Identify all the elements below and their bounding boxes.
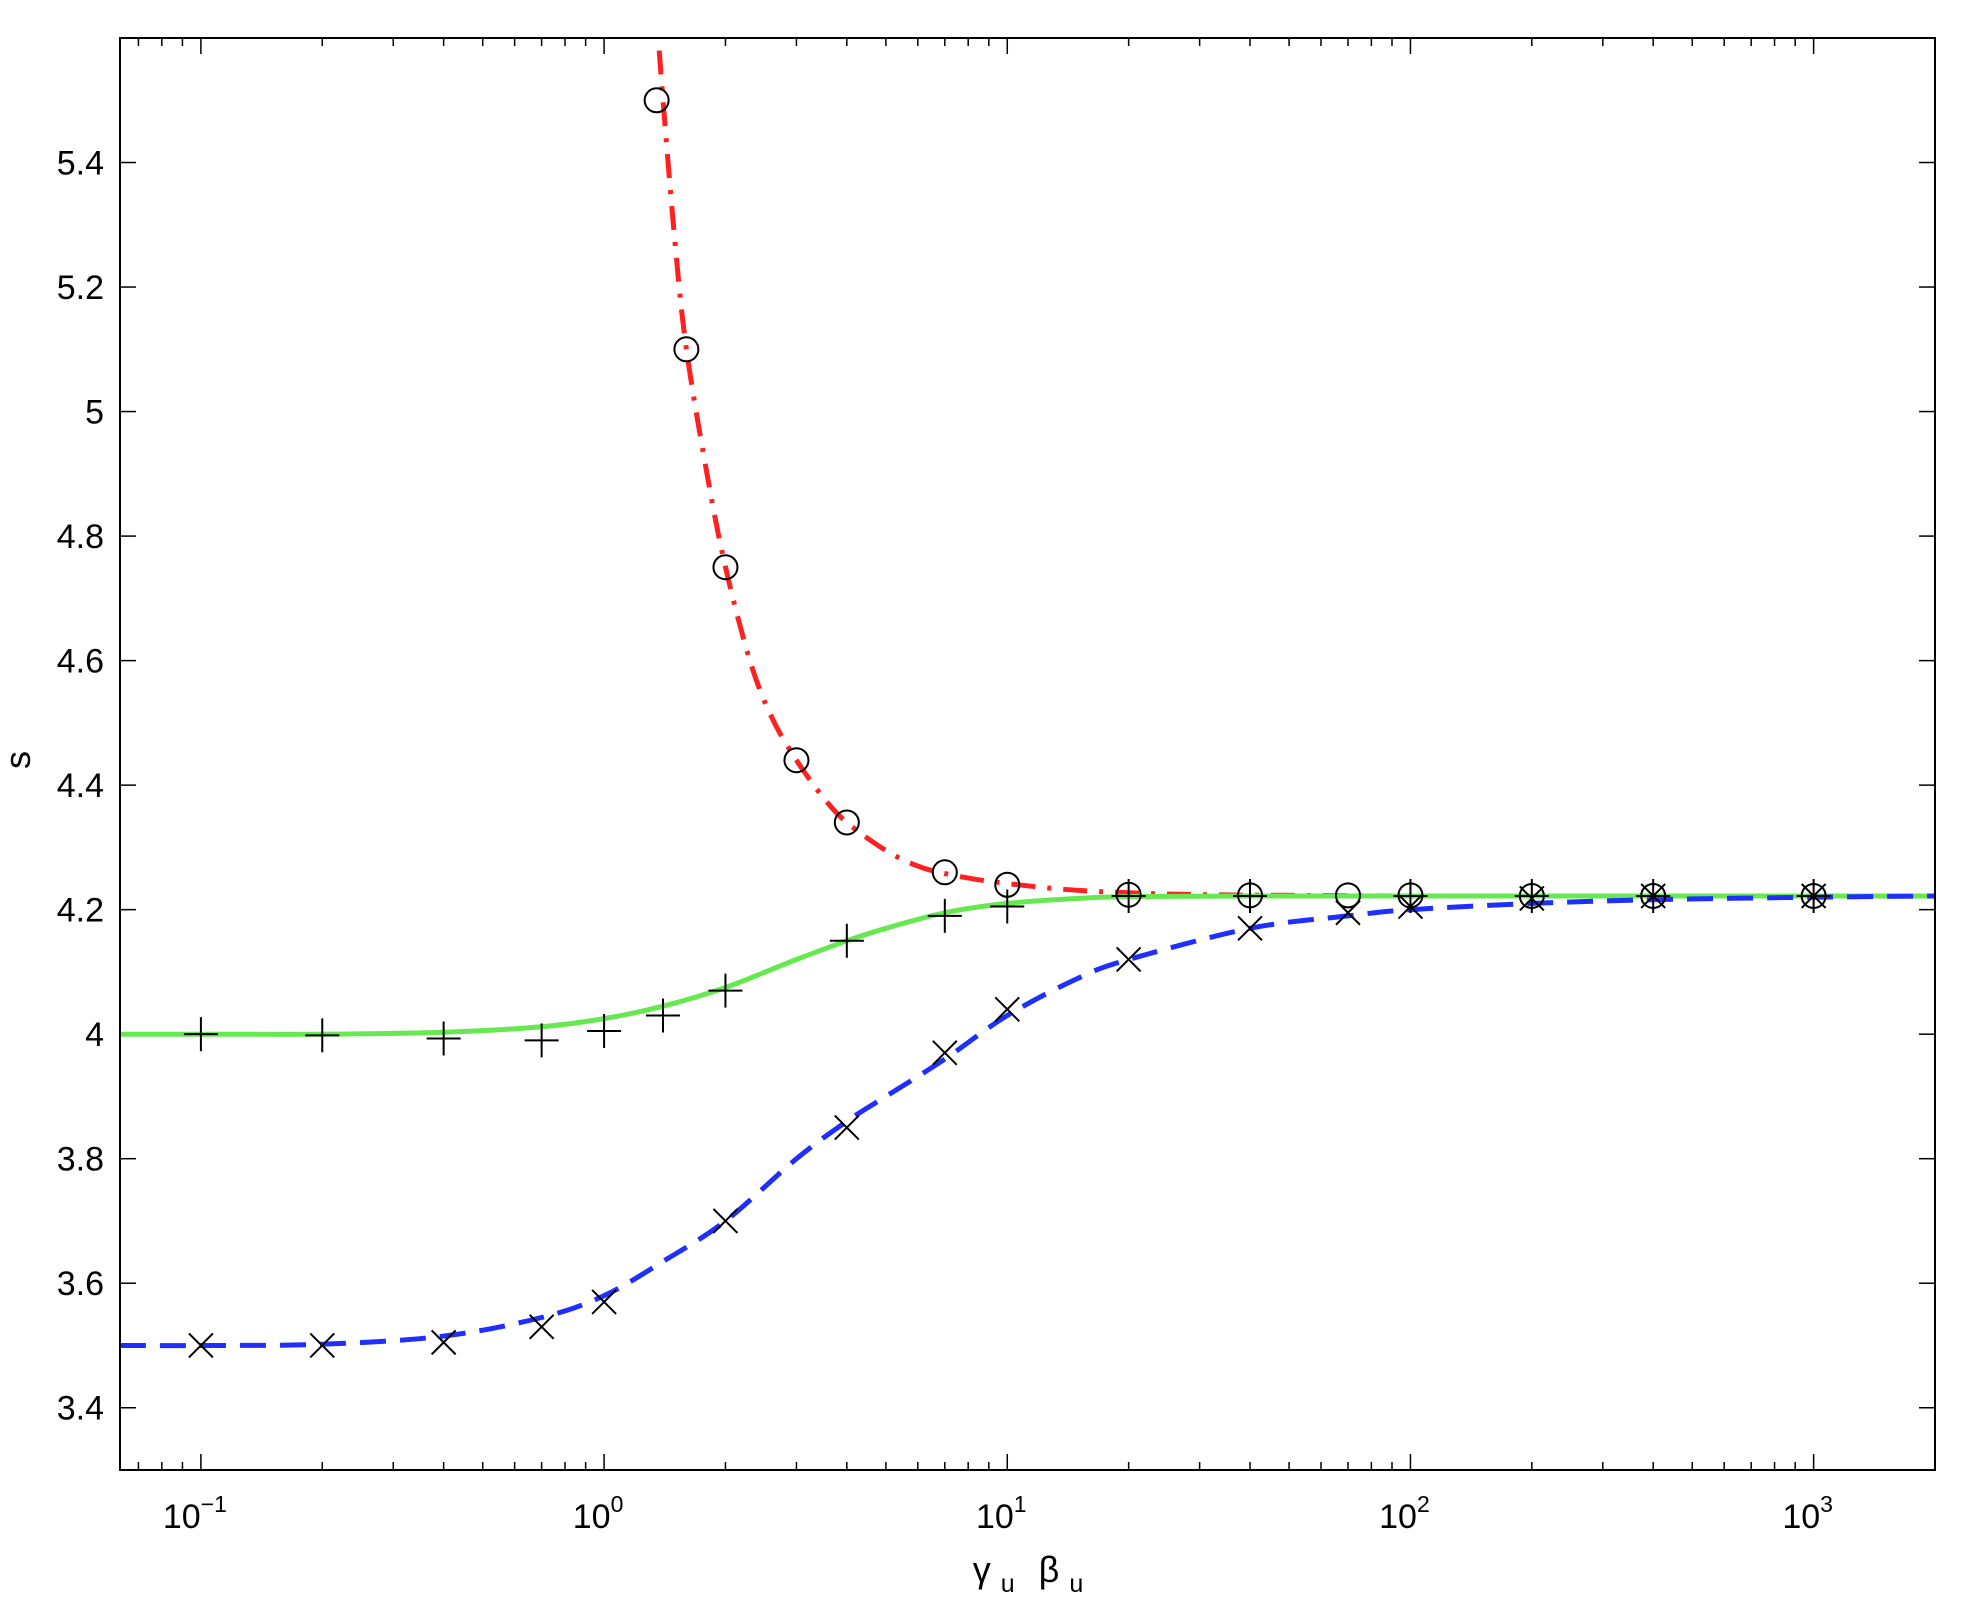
x-tick-exponent: 2 bbox=[1417, 1491, 1430, 1517]
cross-marker bbox=[1397, 893, 1424, 920]
cross-marker bbox=[1800, 883, 1827, 909]
circle-marker bbox=[712, 554, 739, 581]
y-tick-label: 4.8 bbox=[57, 518, 104, 556]
cross-marker bbox=[1237, 915, 1263, 942]
y-tick-label: 4.6 bbox=[57, 643, 104, 681]
x-axis-label-sub2: u bbox=[1069, 1570, 1083, 1598]
cross-marker bbox=[834, 1114, 860, 1141]
x-tick-base: 10 bbox=[976, 1498, 1014, 1536]
cross-marker bbox=[591, 1289, 617, 1315]
x-axis-label-beta: β bbox=[1039, 1549, 1060, 1590]
data-markers bbox=[183, 87, 1831, 1359]
x-tick-base: 10 bbox=[1379, 1498, 1417, 1536]
x-tick-label: 101 bbox=[976, 1491, 1027, 1536]
cross-marker bbox=[528, 1314, 555, 1340]
tick-labels: 10−1 100 101 102 1033.43.63.844.24.44.64.855… bbox=[57, 145, 1833, 1536]
circle-marker bbox=[643, 87, 670, 114]
x-tick-label: 102 bbox=[1379, 1491, 1430, 1536]
x-tick-exponent: 0 bbox=[611, 1491, 624, 1517]
x-tick-label: 10−1 bbox=[163, 1491, 227, 1536]
cross-marker bbox=[188, 1332, 214, 1359]
plus-marker bbox=[1111, 878, 1146, 913]
x-tick-label: 103 bbox=[1782, 1491, 1833, 1536]
plus-marker bbox=[183, 1017, 218, 1052]
circle-marker bbox=[783, 747, 810, 774]
cross-marker bbox=[1640, 883, 1666, 909]
x-tick-exponent: −1 bbox=[201, 1491, 227, 1517]
x-axis-label: γ u β u bbox=[973, 1549, 1084, 1600]
y-tick-label: 3.4 bbox=[57, 1390, 104, 1428]
cross-marker bbox=[932, 1040, 958, 1066]
y-axis-label: s bbox=[0, 751, 38, 769]
plus-marker bbox=[990, 889, 1025, 924]
axis-ticks bbox=[120, 38, 1936, 1470]
plus-marker bbox=[1233, 878, 1268, 913]
x-axis-label-sub1: u bbox=[1001, 1570, 1015, 1598]
cross-marker bbox=[1335, 900, 1361, 926]
plot-frame bbox=[119, 37, 1936, 1471]
x-tick-base: 10 bbox=[1782, 1498, 1820, 1536]
cross-marker bbox=[309, 1332, 335, 1359]
y-tick-label: 4 bbox=[85, 1016, 104, 1054]
x-tick-label: 100 bbox=[573, 1491, 624, 1536]
y-tick-label: 3.6 bbox=[57, 1265, 104, 1303]
cross-marker bbox=[994, 996, 1020, 1022]
circle-marker bbox=[1334, 882, 1361, 909]
y-tick-label: 4.4 bbox=[57, 767, 104, 805]
plus-marker bbox=[646, 998, 680, 1033]
plus-marker bbox=[829, 923, 864, 958]
plus-marker bbox=[524, 1023, 559, 1058]
circle-marker bbox=[833, 809, 860, 836]
circle-marker bbox=[673, 336, 700, 363]
plus-marker bbox=[1514, 878, 1549, 913]
x-tick-exponent: 1 bbox=[1014, 1491, 1027, 1517]
plus-marker bbox=[927, 898, 962, 933]
cross-marker bbox=[430, 1329, 457, 1356]
cross-marker bbox=[1519, 885, 1545, 912]
y-tick-label: 4.2 bbox=[57, 892, 104, 930]
x-tick-exponent: 3 bbox=[1820, 1491, 1833, 1517]
circle-marker bbox=[931, 859, 958, 886]
plus-marker bbox=[587, 1014, 622, 1049]
y-tick-label: 5.4 bbox=[57, 145, 104, 183]
x-tick-base: 10 bbox=[163, 1498, 201, 1536]
y-tick-label: 5.2 bbox=[57, 269, 104, 307]
x-tick-base: 10 bbox=[573, 1498, 611, 1536]
y-tick-label: 3.8 bbox=[57, 1141, 104, 1179]
plus-marker bbox=[305, 1018, 340, 1053]
cross-marker bbox=[712, 1208, 739, 1234]
plus-marker bbox=[426, 1021, 461, 1056]
x-axis-label-gamma: γ bbox=[973, 1549, 991, 1590]
plus-marker bbox=[708, 973, 743, 1008]
cross-marker bbox=[1115, 946, 1142, 973]
y-tick-label: 5 bbox=[85, 394, 104, 432]
